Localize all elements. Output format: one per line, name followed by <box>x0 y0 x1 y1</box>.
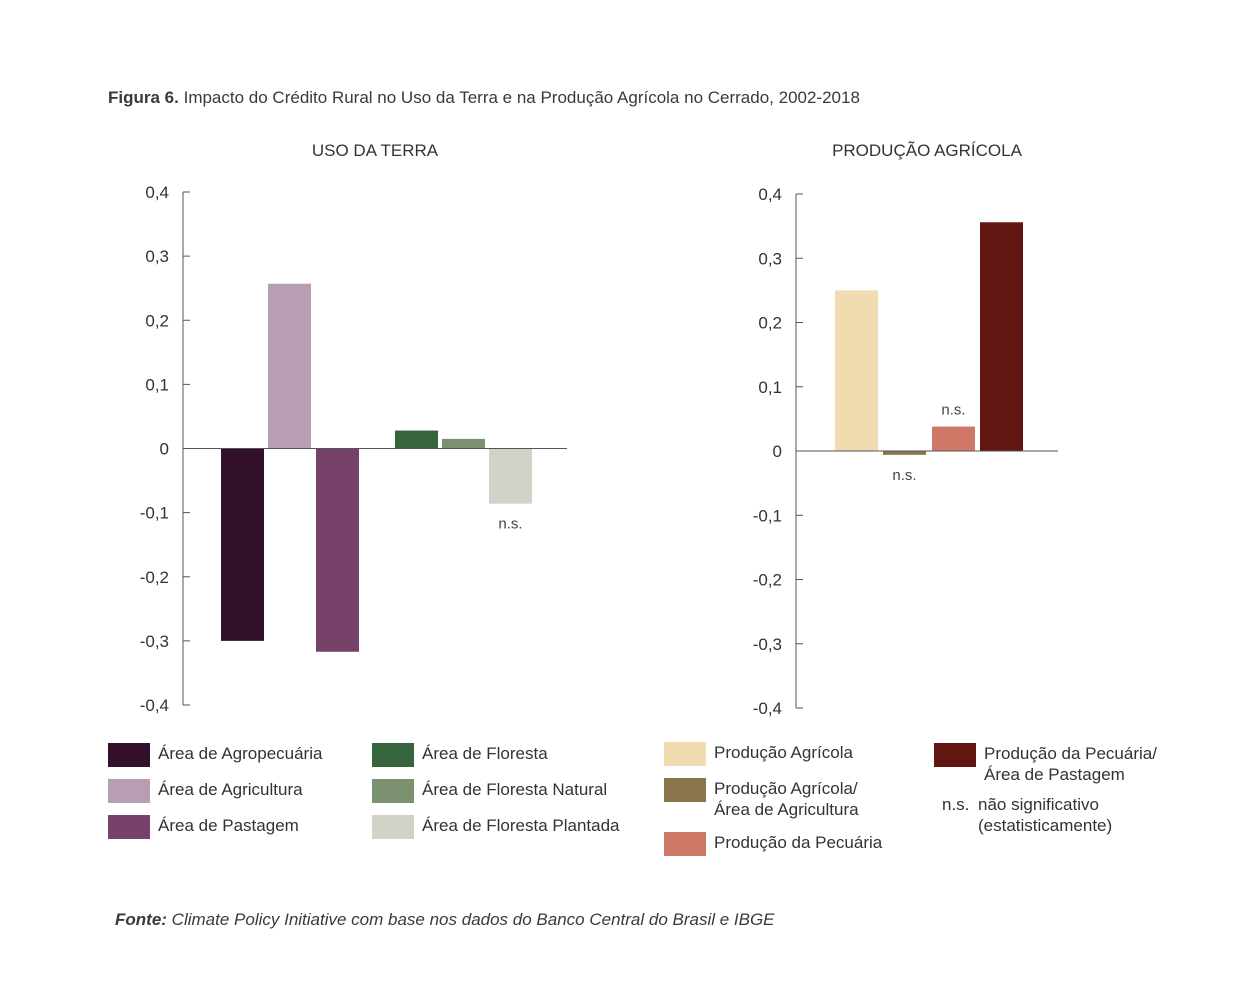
y-tick-label: 0 <box>160 440 169 459</box>
ns-legend-text: não significativo (estatisticamente) <box>978 795 1113 835</box>
legend-item-area-floresta-plantada: Área de Floresta Plantada <box>372 815 620 839</box>
y-tick-label: 0 <box>773 442 782 461</box>
legend-item-area-floresta-natural: Área de Floresta Natural <box>372 779 607 803</box>
legend-label: Produção da Pecuária/ Área de Pastagem <box>984 744 1157 784</box>
figure-label: Figura 6. <box>108 88 179 107</box>
ns-legend-key: n.s. <box>942 795 970 814</box>
bar <box>316 448 359 652</box>
source-text: Climate Policy Initiative com base nos d… <box>171 910 775 929</box>
legend-label: Área de Floresta Plantada <box>422 816 620 835</box>
legend-item-producao-agricola-area-agricultura: Produção Agrícola/ Área de Agricultura <box>664 778 859 820</box>
bar <box>883 451 926 455</box>
legend-label: Área de Agropecuária <box>158 744 323 763</box>
y-tick-label: 0,3 <box>145 247 169 266</box>
legend-label: Área de Floresta Natural <box>422 780 608 799</box>
legend-swatch <box>372 815 414 839</box>
y-tick-label: -0,1 <box>140 504 169 523</box>
y-tick-label: -0,4 <box>140 696 169 715</box>
y-tick-label: 0,1 <box>758 378 782 397</box>
legend-label: Produção da Pecuária <box>714 833 883 852</box>
bar-note-label: n.s. <box>498 516 522 533</box>
y-tick-label: 0,2 <box>758 314 782 333</box>
figure-title: Impacto do Crédito Rural no Uso da Terra… <box>183 88 860 107</box>
legend-label: Área de Floresta <box>422 744 548 763</box>
legend-swatch <box>664 832 706 856</box>
legend-item-producao-pecuaria: Produção da Pecuária <box>664 832 882 856</box>
legend-item-area-floresta: Área de Floresta <box>372 743 548 767</box>
y-tick-label: -0,1 <box>753 506 782 525</box>
bar <box>835 290 878 451</box>
bar-note-label: n.s. <box>892 467 916 484</box>
legend-swatch <box>372 779 414 803</box>
legend-item-producao-pecuaria-area-pastagem: Produção da Pecuária/ Área de Pastagem <box>934 743 1157 785</box>
y-tick-label: -0,3 <box>753 635 782 654</box>
bar <box>395 430 438 449</box>
legend-swatch <box>108 815 150 839</box>
legend-swatch <box>372 743 414 767</box>
legend-swatch <box>108 779 150 803</box>
y-tick-label: 0,4 <box>145 183 169 202</box>
y-tick-label: 0,1 <box>145 375 169 394</box>
source-label: Fonte: <box>115 910 167 929</box>
legend-item-area-agropecuaria: Área de Agropecuária <box>108 743 322 767</box>
chart-title: USO DA TERRA <box>312 141 439 160</box>
y-tick-label: -0,3 <box>140 632 169 651</box>
y-tick-label: -0,2 <box>140 568 169 587</box>
y-tick-label: 0,4 <box>758 185 782 204</box>
legend-swatch <box>664 778 706 802</box>
legend-swatch <box>664 742 706 766</box>
y-tick-label: 0,2 <box>145 311 169 330</box>
bar-note-label: n.s. <box>941 402 965 419</box>
chart-title: PRODUÇÃO AGRÍCOLA <box>832 141 1023 160</box>
y-tick-label: 0,3 <box>758 249 782 268</box>
y-tick-label: -0,4 <box>753 699 782 718</box>
legend-item-area-pastagem: Área de Pastagem <box>108 815 299 839</box>
bar <box>221 448 264 641</box>
legend-swatch <box>108 743 150 767</box>
bar <box>489 448 532 504</box>
legend-label: Área de Pastagem <box>158 816 299 835</box>
legend-label: Produção Agrícola <box>714 743 853 762</box>
source-note: Fonte: Climate Policy Initiative com bas… <box>115 910 775 930</box>
figure-caption: Figura 6. Impacto do Crédito Rural no Us… <box>108 88 860 108</box>
bar <box>932 426 975 451</box>
bar <box>442 438 485 449</box>
legend-swatch <box>934 743 976 767</box>
legend-label: Produção Agrícola/ Área de Agricultura <box>714 779 859 819</box>
bar <box>268 283 311 449</box>
legend-item-producao-agricola: Produção Agrícola <box>664 742 853 766</box>
legend-item-area-agricultura: Área de Agricultura <box>108 779 303 803</box>
bar <box>980 222 1023 451</box>
y-tick-label: -0,2 <box>753 571 782 590</box>
legend-label: Área de Agricultura <box>158 780 303 799</box>
